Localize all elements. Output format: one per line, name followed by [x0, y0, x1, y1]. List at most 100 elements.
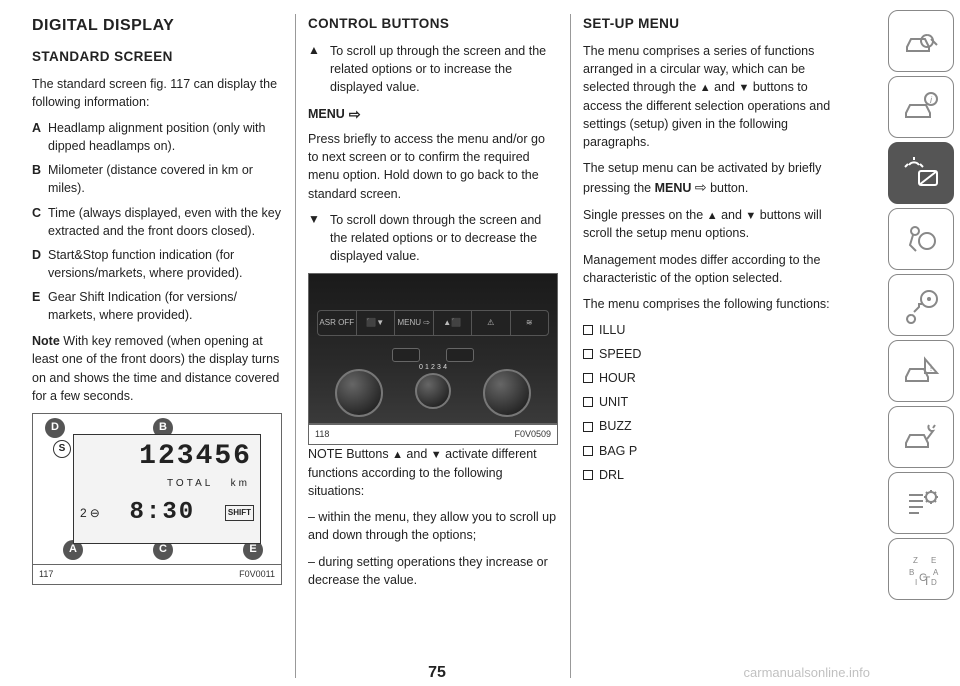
car-magnify-icon	[901, 21, 941, 61]
setup-p4: Management modes differ according to the…	[583, 251, 833, 287]
checkbox-icon	[583, 325, 593, 335]
column-1: DIGITAL DISPLAY STANDARD SCREEN The stan…	[20, 14, 295, 678]
car-wrench-icon	[901, 417, 941, 457]
dipped-beam-icon: ⊖	[90, 505, 100, 522]
left-knob	[335, 369, 383, 417]
fig117-number: 117	[39, 568, 53, 581]
svg-text:T: T	[923, 574, 931, 588]
tab-list-gear[interactable]	[888, 472, 954, 534]
tab-compass[interactable]: Z E B A I D C T	[888, 538, 954, 600]
strip-down-button: ⬛▼	[357, 311, 396, 335]
menu-bold: MENU	[655, 181, 692, 195]
defrost-button: ≋	[511, 311, 549, 335]
svg-text:A: A	[933, 568, 939, 577]
heading-standard-screen: STANDARD SCREEN	[32, 47, 283, 67]
asr-off-button: ASR OFF	[318, 311, 357, 335]
setup-p5: The menu comprises the following functio…	[583, 295, 833, 313]
figure-118: ASR OFF ⬛▼ MENU ⇨ ▲⬛ ⚠ ≋	[308, 273, 558, 445]
fig117-code: F0V0011	[239, 568, 275, 581]
note-paragraph: Note With key removed (when opening at l…	[32, 332, 283, 405]
control-up: ▲ To scroll up through the screen and th…	[308, 42, 558, 96]
svg-text:I: I	[915, 578, 917, 587]
heading-setup-menu: SET-UP MENU	[583, 14, 833, 34]
checkbox-icon	[583, 349, 593, 359]
strip-up-button: ▲⬛	[434, 311, 473, 335]
down-triangle-icon: ▼	[738, 81, 749, 97]
definition-list: AHeadlamp alignment position (only with …	[32, 119, 283, 324]
figure-117: D B A C E S 123456 TOTAL km 2⊖ 8:30	[32, 413, 283, 585]
manual-page: DIGITAL DISPLAY STANDARD SCREEN The stan…	[0, 0, 960, 686]
headlamp-alignment: 2⊖	[80, 505, 100, 522]
tab-car-search[interactable]	[888, 10, 954, 72]
svg-text:!: !	[930, 363, 933, 373]
airbag-icon	[901, 219, 941, 259]
figure-118-caption: 118 F0V0509	[309, 424, 557, 444]
start-stop-icon: S	[53, 440, 71, 458]
up-triangle-icon: ▲	[392, 448, 403, 464]
fig118-number: 118	[315, 428, 329, 441]
knob-row: 01234	[319, 353, 547, 417]
menu-description: Press briefly to access the menu and/or …	[308, 130, 558, 203]
heading-digital-display: DIGITAL DISPLAY	[32, 14, 283, 37]
checkbox-icon	[583, 397, 593, 407]
figure-117-caption: 117 F0V0011	[33, 564, 281, 584]
func-unit: UNIT	[583, 393, 833, 411]
def-b: BMilometer (distance covered in km or mi…	[32, 161, 283, 197]
warning-dash-icon	[901, 153, 941, 193]
alpha-index-icon: Z E B A I D C T	[901, 549, 941, 589]
key-wheel-icon	[901, 285, 941, 325]
car-warning-icon: !	[901, 351, 941, 391]
up-triangle-icon: ▲	[707, 209, 718, 225]
svg-text:Z: Z	[913, 556, 918, 565]
func-illu: ILLU	[583, 321, 833, 339]
tab-dash-warning[interactable]	[888, 142, 954, 204]
func-hour: HOUR	[583, 369, 833, 387]
control-down: ▼ To scroll down through the screen and …	[308, 211, 558, 265]
menu-label-row: MENU ⇨	[308, 104, 558, 124]
lcd-panel: 123456 TOTAL km 2⊖ 8:30 SHIFT	[73, 434, 261, 544]
func-buzz: BUZZ	[583, 417, 833, 435]
odometer-value: 123456	[74, 435, 260, 478]
def-a: AHeadlamp alignment position (only with …	[32, 119, 283, 155]
bullet-during-setting: – during setting operations they increas…	[308, 553, 558, 589]
checkbox-icon	[583, 373, 593, 383]
svg-text:B: B	[909, 568, 914, 577]
control-down-text: To scroll down through the screen and th…	[330, 211, 558, 265]
menu-arrow-icon: ⇨	[695, 179, 707, 195]
fan-knob: 01234	[415, 373, 451, 409]
note-buttons-paragraph: NOTE Buttons ▲ and ▼ activate different …	[308, 445, 558, 500]
tab-airbag[interactable]	[888, 208, 954, 270]
watermark-text: carmanualsonline.info	[744, 665, 870, 680]
svg-text:i: i	[930, 95, 933, 105]
down-triangle-icon: ▼	[308, 211, 330, 265]
down-triangle-icon: ▼	[745, 209, 756, 225]
down-triangle-icon: ▼	[431, 448, 442, 464]
setup-p2: The setup menu can be activated by brief…	[583, 159, 833, 197]
tab-car-impact[interactable]: !	[888, 340, 954, 402]
menu-label: MENU	[308, 105, 345, 123]
button-strip: ASR OFF ⬛▼ MENU ⇨ ▲⬛ ⚠ ≋	[317, 310, 549, 336]
hazard-button: ⚠	[472, 311, 511, 335]
fig118-code: F0V0509	[514, 428, 551, 441]
list-gear-icon	[901, 483, 941, 523]
tab-car-wrench[interactable]	[888, 406, 954, 468]
clock-value: 8:30	[130, 496, 196, 531]
func-bag-p: BAG P	[583, 442, 833, 460]
tab-car-info[interactable]: i	[888, 76, 954, 138]
shift-indicator: SHIFT	[225, 505, 254, 521]
column-3: SET-UP MENU The menu comprises a series …	[570, 14, 845, 678]
svg-text:E: E	[931, 556, 936, 565]
up-triangle-icon: ▲	[700, 81, 711, 97]
function-list: ILLU SPEED HOUR UNIT BUZZ BAG P DRL	[583, 321, 833, 484]
tab-key-wheel[interactable]	[888, 274, 954, 336]
strip-menu-button: MENU ⇨	[395, 311, 434, 335]
checkbox-icon	[583, 446, 593, 456]
label-d: D	[45, 418, 65, 438]
car-info-icon: i	[901, 87, 941, 127]
def-e: EGear Shift Indication (for versions/ ma…	[32, 288, 283, 324]
note-label: Note	[32, 334, 60, 348]
content-columns: DIGITAL DISPLAY STANDARD SCREEN The stan…	[0, 0, 888, 686]
fan-dial-numbers: 01234	[417, 363, 449, 373]
svg-text:D: D	[931, 578, 937, 587]
control-up-text: To scroll up through the screen and the …	[330, 42, 558, 96]
